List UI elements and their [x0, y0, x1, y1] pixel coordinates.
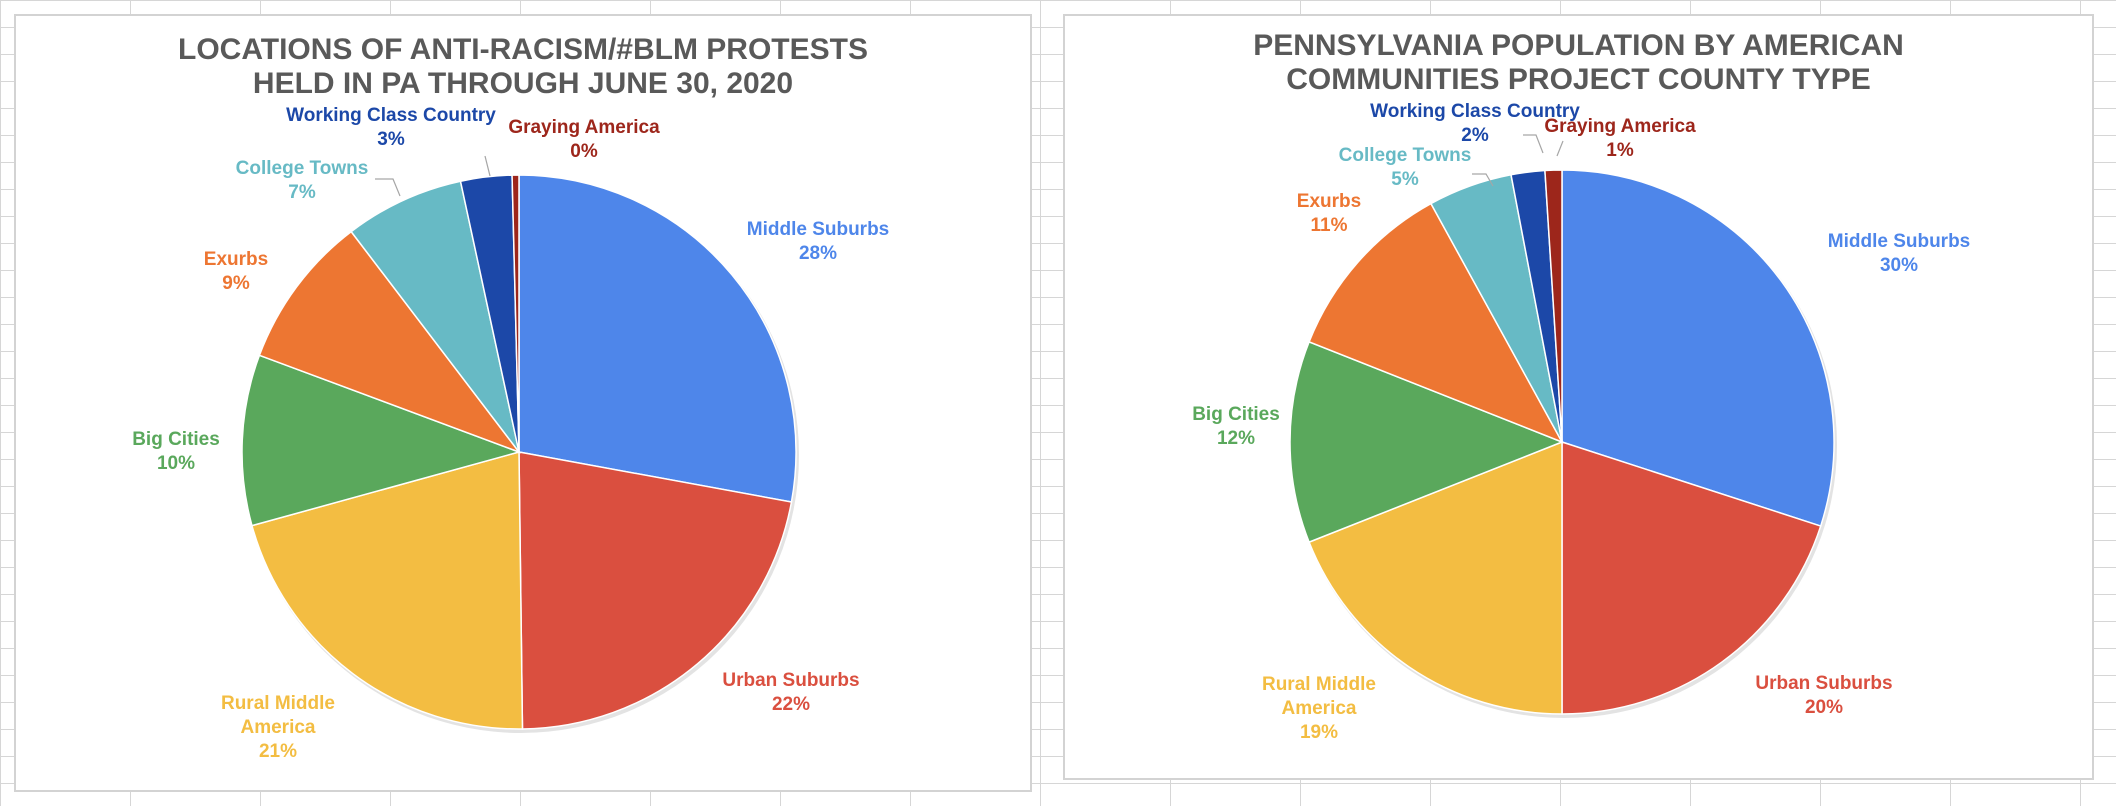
slice-percent: 3%	[377, 129, 405, 150]
slice-percent: 22%	[772, 694, 810, 715]
pie-slice-graying-america	[511, 174, 520, 453]
pie-slice-rural-middle-america	[1308, 440, 1563, 715]
slice-percent: 10%	[157, 453, 195, 474]
chart-title-line: PENNSYLVANIA POPULATION BY AMERICAN	[1253, 29, 1904, 62]
slice-label-working-class-country: Working Class Country 3%	[286, 105, 496, 150]
slice-percent: 30%	[1880, 255, 1918, 276]
leader-line	[1556, 140, 1564, 157]
slice-name: America	[241, 717, 316, 738]
slice-percent: 7%	[288, 182, 316, 203]
protest-locations-chart: LOCATIONS OF ANTI-RACISM/#BLM PROTESTS H…	[14, 14, 1032, 792]
slice-name: College Towns	[236, 158, 369, 179]
leader-line	[484, 155, 491, 177]
slice-label-exurbs: Exurbs 9%	[204, 249, 268, 294]
slice-percent: 2%	[1461, 125, 1489, 146]
slice-label-middle-suburbs: Middle Suburbs 28%	[747, 219, 890, 264]
pie-slice-exurbs	[258, 230, 522, 454]
slice-percent: 5%	[1391, 169, 1419, 190]
slice-name: Urban Suburbs	[1755, 673, 1892, 694]
slice-name: Working Class Country	[286, 105, 496, 126]
slice-name: Working Class Country	[1370, 101, 1580, 122]
slice-percent: 0%	[570, 141, 598, 162]
chart-title-line: LOCATIONS OF ANTI-RACISM/#BLM PROTESTS	[178, 33, 868, 66]
pie-slice-urban-suburbs	[1561, 440, 1822, 715]
slice-name: Big Cities	[1192, 404, 1280, 425]
slice-label-rural-middle-america: Rural Middle America 21%	[221, 693, 335, 762]
pie-slice-big-cities	[1289, 340, 1565, 544]
pie-slice-urban-suburbs	[518, 451, 793, 730]
slice-label-urban-suburbs: Urban Suburbs 20%	[1755, 673, 1892, 718]
slice-percent: 11%	[1311, 215, 1348, 236]
slice-name: America	[1282, 698, 1357, 719]
chart-title-line: HELD IN PA THROUGH JUNE 30, 2020	[252, 67, 794, 100]
slice-label-college-towns: College Towns 5%	[1339, 145, 1472, 190]
leader-line	[1523, 134, 1544, 154]
slice-name: Middle Suburbs	[747, 219, 890, 240]
slice-name: Rural Middle	[1262, 674, 1376, 695]
slice-percent: 1%	[1606, 140, 1634, 161]
slice-name: Rural Middle	[221, 693, 335, 714]
slice-name: Exurbs	[1297, 191, 1361, 212]
chart-title: LOCATIONS OF ANTI-RACISM/#BLM PROTESTS H…	[16, 33, 1030, 101]
slice-name: Middle Suburbs	[1828, 231, 1971, 252]
slice-label-graying-america: Graying America 0%	[508, 117, 660, 162]
pie-slice-big-cities	[241, 354, 522, 527]
slice-label-college-towns: College Towns 7%	[236, 158, 369, 203]
slice-name: Exurbs	[204, 249, 268, 270]
pie-slice-rural-middle-america	[251, 451, 524, 730]
slice-percent: 12%	[1217, 428, 1255, 449]
slice-percent: 20%	[1805, 697, 1843, 718]
slice-label-working-class-country: Working Class Country 2%	[1370, 101, 1580, 146]
slice-label-graying-america: Graying America 1%	[1544, 116, 1696, 161]
chart-title-line: COMMUNITIES PROJECT COUNTY TYPE	[1286, 63, 1871, 96]
pie-slice-middle-suburbs	[1561, 169, 1835, 527]
slice-name: Big Cities	[132, 429, 220, 450]
slice-name: Graying America	[1544, 116, 1696, 137]
slice-label-exurbs: Exurbs 11%	[1297, 191, 1361, 236]
slice-label-rural-middle-america: Rural Middle America 19%	[1262, 674, 1376, 743]
slice-label-middle-suburbs: Middle Suburbs 30%	[1828, 231, 1971, 276]
pie-chart: Middle Suburbs 28% Urban Suburbs 22% Rural M…	[132, 105, 890, 762]
leader-line	[375, 178, 401, 197]
slice-name: Urban Suburbs	[722, 670, 859, 691]
slice-percent: 9%	[222, 273, 250, 294]
slice-name: College Towns	[1339, 145, 1472, 166]
population-county-type-chart: PENNSYLVANIA POPULATION BY AMERICAN COMM…	[1063, 14, 2094, 780]
slice-label-big-cities: Big Cities 10%	[132, 429, 220, 474]
pie-slice-middle-suburbs	[518, 174, 797, 503]
slice-label-big-cities: Big Cities 12%	[1192, 404, 1280, 449]
slice-percent: 21%	[259, 741, 297, 762]
pie-slice-graying-america	[1544, 169, 1563, 443]
slice-label-urban-suburbs: Urban Suburbs 22%	[722, 670, 859, 715]
slice-percent: 28%	[799, 243, 837, 264]
slice-name: Graying America	[508, 117, 660, 138]
pie-slice-college-towns	[350, 180, 520, 453]
pie-slice-exurbs	[1308, 202, 1564, 444]
leader-line	[1472, 173, 1494, 187]
chart-title: PENNSYLVANIA POPULATION BY AMERICAN COMM…	[1065, 29, 2092, 97]
slice-percent: 19%	[1300, 722, 1338, 743]
pie-chart: Middle Suburbs 30% Urban Suburbs 20% Rural M…	[1192, 101, 1971, 743]
